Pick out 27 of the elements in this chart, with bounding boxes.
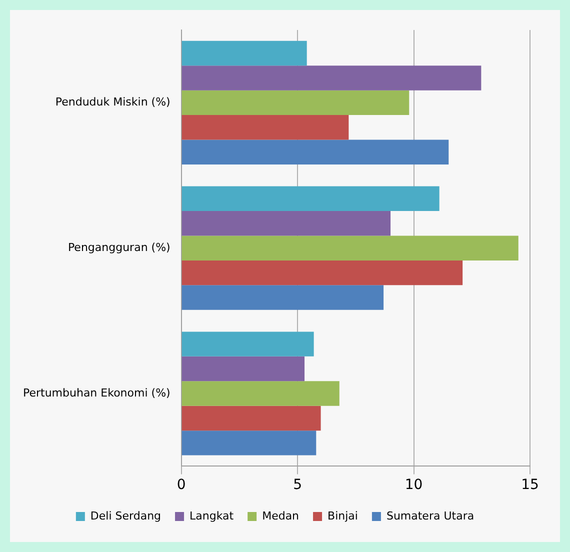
x-tick-label: 0 [176, 477, 186, 494]
bar [182, 285, 384, 310]
bar [182, 140, 449, 164]
bar [182, 260, 463, 286]
bar [182, 186, 440, 212]
x-tick-label: 10 [404, 477, 423, 494]
y-tick-label: Penduduk Miskin (%) [55, 96, 170, 109]
bar [182, 115, 349, 140]
bar [182, 406, 321, 431]
y-tick-label: Pengangguran (%) [68, 240, 170, 254]
bar [182, 381, 340, 406]
bar [182, 90, 410, 116]
bar [182, 66, 482, 90]
bar [182, 211, 391, 236]
x-tick-label: 15 [521, 477, 539, 494]
bar [182, 40, 307, 66]
legend-label: Sumatera Utara [386, 509, 474, 522]
x-tick-label: 5 [293, 477, 302, 494]
bar [182, 356, 305, 382]
legend-label: Binjai [328, 509, 358, 522]
bar [182, 430, 316, 456]
bar [182, 236, 518, 260]
legend-label: Langkat [190, 509, 234, 522]
legend-label: Medan [262, 509, 300, 522]
bar [182, 332, 314, 356]
legend-label: Deli Serdang [90, 509, 162, 522]
y-tick-label: Pertumbuhan Ekonomi (%) [22, 386, 170, 400]
